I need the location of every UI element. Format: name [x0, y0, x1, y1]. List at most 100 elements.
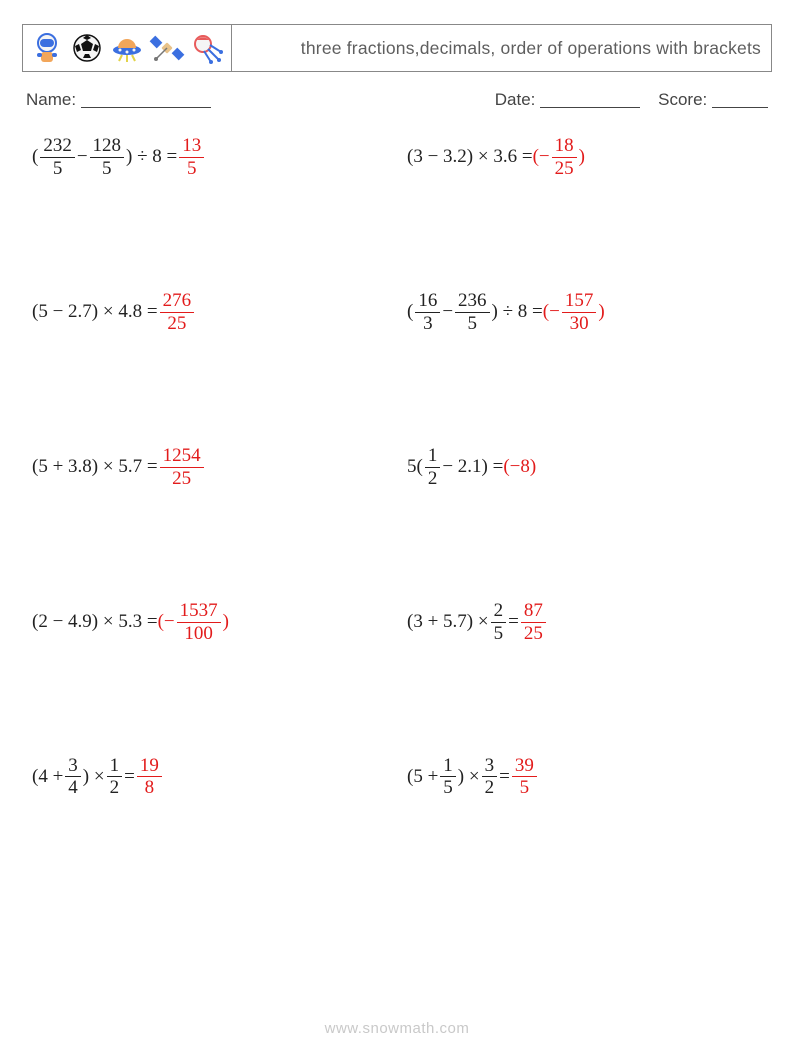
fraction-numerator: 1537: [177, 601, 221, 621]
fraction-numerator: 1254: [160, 446, 204, 466]
fraction-numerator: 19: [137, 756, 162, 776]
answer-fraction: 198: [137, 756, 162, 799]
expr-text: ) ×: [458, 766, 480, 788]
expr-text: (: [407, 301, 413, 323]
fraction-denominator: 5: [184, 159, 200, 179]
answer-text: (−: [533, 146, 550, 168]
date-label: Date:: [495, 90, 536, 109]
fraction-denominator: 30: [567, 314, 592, 334]
expr-fraction: 32: [482, 756, 498, 799]
problem-7: (2 − 4.9) × 5.3 = (−1537 100): [32, 601, 387, 644]
fraction-denominator: 5: [50, 159, 66, 179]
problem-4: (163 − 2365) ÷ 8 = (−15730): [407, 291, 762, 334]
fraction-denominator: 4: [65, 778, 81, 798]
fraction-numerator: 2: [491, 601, 507, 621]
fraction-numerator: 13: [179, 136, 204, 156]
problems-grid: (2325 − 1285) ÷ 8 = 135(3 − 3.2) × 3.6 =…: [22, 136, 772, 798]
worksheet-header: three fractions,decimals, order of opera…: [22, 24, 772, 72]
worksheet-title: three fractions,decimals, order of opera…: [232, 25, 771, 71]
answer-text: (−: [543, 301, 560, 323]
expr-fraction: 12: [107, 756, 123, 799]
date-blank[interactable]: [540, 107, 640, 108]
expr-text: ) ×: [83, 766, 105, 788]
expr-text: ) ÷ 8 =: [492, 301, 543, 323]
fraction-numerator: 3: [482, 756, 498, 776]
ufo-icon: [109, 30, 145, 66]
fraction-denominator: 5: [99, 159, 115, 179]
answer-fraction: 135: [179, 136, 204, 179]
expr-text: =: [508, 611, 519, 633]
expr-text: 5(: [407, 456, 423, 478]
fraction-numerator: 1: [440, 756, 456, 776]
expr-text: (3 − 3.2) × 3.6 =: [407, 146, 533, 168]
expr-text: (5 +: [407, 766, 438, 788]
expr-fraction: 12: [425, 446, 441, 489]
fraction-numerator: 232: [40, 136, 75, 156]
fraction-denominator: 2: [482, 778, 498, 798]
expr-text: (: [32, 146, 38, 168]
title-text: three fractions,decimals, order of opera…: [301, 38, 761, 58]
fraction-numerator: 1: [107, 756, 123, 776]
fraction-denominator: 2: [107, 778, 123, 798]
answer-text: (−8): [503, 456, 536, 478]
fraction-numerator: 39: [512, 756, 537, 776]
name-blank[interactable]: [81, 107, 211, 108]
expr-fraction: 1285: [90, 136, 125, 179]
fraction-numerator: 87: [521, 601, 546, 621]
soccer-ball-icon: [69, 30, 105, 66]
expr-fraction: 15: [440, 756, 456, 799]
fraction-denominator: 100: [181, 624, 216, 644]
fraction-denominator: 25: [164, 314, 189, 334]
expr-fraction: 2325: [40, 136, 75, 179]
answer-fraction: 27625: [160, 291, 195, 334]
fraction-denominator: 25: [169, 469, 194, 489]
expr-fraction: 34: [65, 756, 81, 799]
expr-text: ) ÷ 8 =: [126, 146, 177, 168]
problem-3: (5 − 2.7) × 4.8 = 27625: [32, 291, 387, 334]
header-icons: [23, 25, 232, 71]
expr-text: =: [124, 766, 135, 788]
problem-1: (2325 − 1285) ÷ 8 = 135: [32, 136, 387, 179]
fraction-denominator: 5: [440, 778, 456, 798]
astronaut-icon: [29, 30, 65, 66]
score-blank[interactable]: [712, 107, 768, 108]
fraction-denominator: 3: [420, 314, 436, 334]
sputnik-icon: [189, 30, 225, 66]
expr-fraction: 2365: [455, 291, 490, 334]
answer-text: ): [598, 301, 604, 323]
expr-text: −: [442, 301, 453, 323]
fraction-numerator: 128: [90, 136, 125, 156]
problem-5: (5 + 3.8) × 5.7 = 1254 25: [32, 446, 387, 489]
fraction-numerator: 16: [415, 291, 440, 311]
meta-name: Name:: [26, 90, 495, 110]
expr-text: (3 + 5.7) ×: [407, 611, 489, 633]
expr-text: (5 − 2.7) × 4.8 =: [32, 301, 158, 323]
meta-row: Name: Date: Score:: [26, 90, 768, 110]
fraction-numerator: 236: [455, 291, 490, 311]
fraction-denominator: 5: [491, 624, 507, 644]
expr-text: (5 + 3.8) × 5.7 =: [32, 456, 158, 478]
expr-fraction: 25: [491, 601, 507, 644]
answer-fraction: 1537 100: [177, 601, 221, 644]
fraction-numerator: 157: [562, 291, 597, 311]
answer-text: ): [223, 611, 229, 633]
meta-date: Date:: [495, 90, 640, 110]
fraction-numerator: 276: [160, 291, 195, 311]
answer-fraction: 8725: [521, 601, 546, 644]
fraction-denominator: 25: [521, 624, 546, 644]
problem-2: (3 − 3.2) × 3.6 = (−1825): [407, 136, 762, 179]
score-label: Score:: [658, 90, 707, 109]
fraction-denominator: 5: [517, 778, 533, 798]
answer-text: ): [579, 146, 585, 168]
expr-fraction: 163: [415, 291, 440, 334]
problem-10: (5 + 15) × 32 = 395: [407, 756, 762, 799]
problem-6: 5(12 − 2.1) = (−8): [407, 446, 762, 489]
worksheet-page: three fractions,decimals, order of opera…: [0, 0, 794, 1053]
fraction-denominator: 8: [142, 778, 158, 798]
expr-text: (2 − 4.9) × 5.3 =: [32, 611, 158, 633]
fraction-numerator: 1: [425, 446, 441, 466]
fraction-denominator: 25: [552, 159, 577, 179]
expr-text: −: [77, 146, 88, 168]
satellite-icon: [149, 30, 185, 66]
answer-text: (−: [158, 611, 175, 633]
